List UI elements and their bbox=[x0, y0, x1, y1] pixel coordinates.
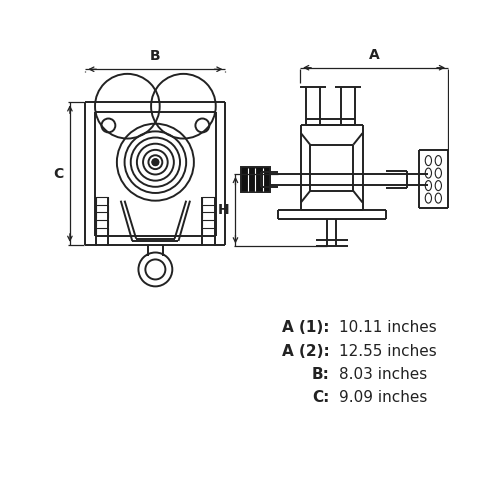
Text: 8.03 inches: 8.03 inches bbox=[340, 366, 428, 382]
Text: B: B bbox=[150, 49, 160, 63]
Text: A: A bbox=[368, 48, 380, 62]
Bar bbox=[241, 167, 270, 192]
Text: 9.09 inches: 9.09 inches bbox=[340, 390, 428, 405]
Text: C:: C: bbox=[312, 390, 330, 405]
Text: C: C bbox=[54, 166, 64, 180]
Text: H: H bbox=[218, 203, 230, 217]
Circle shape bbox=[152, 159, 158, 166]
Text: 10.11 inches: 10.11 inches bbox=[340, 320, 437, 336]
Text: A (1):: A (1): bbox=[282, 320, 330, 336]
Text: A (2):: A (2): bbox=[282, 344, 330, 358]
Text: 12.55 inches: 12.55 inches bbox=[340, 344, 437, 358]
Text: B:: B: bbox=[312, 366, 330, 382]
